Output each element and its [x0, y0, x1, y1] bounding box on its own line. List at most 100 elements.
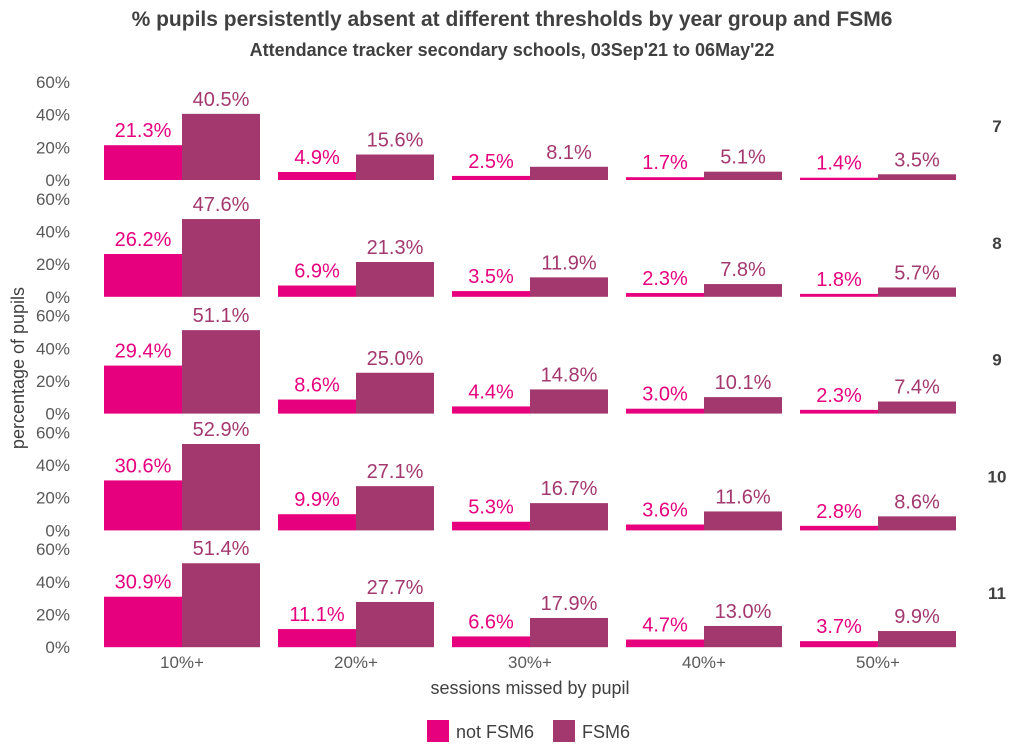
y-tick-label: 0%	[45, 405, 70, 424]
data-label: 14.8%	[541, 364, 598, 386]
data-label: 11.6%	[715, 486, 770, 508]
x-axis-title: sessions missed by pupil	[430, 678, 629, 698]
data-label: 2.3%	[642, 268, 688, 290]
bar	[278, 514, 356, 531]
bar	[452, 406, 530, 414]
data-label: 4.9%	[294, 147, 340, 169]
y-tick-label: 60%	[36, 423, 70, 442]
facet-label: 9	[992, 351, 1001, 370]
bar	[704, 284, 782, 297]
bar	[878, 401, 956, 414]
data-label: 11.9%	[541, 252, 596, 274]
bar	[452, 521, 530, 531]
data-label: 13.0%	[715, 601, 772, 623]
y-tick-label: 60%	[36, 307, 70, 326]
bar	[104, 596, 182, 648]
bar	[878, 287, 956, 297]
y-tick-label: 60%	[36, 540, 70, 559]
bar	[182, 330, 260, 414]
bar	[104, 480, 182, 531]
data-label: 52.9%	[193, 419, 250, 441]
data-label: 2.5%	[468, 151, 514, 173]
bar	[530, 503, 608, 531]
bar	[704, 625, 782, 648]
bar	[626, 177, 704, 180]
legend: not FSM6 FSM6	[427, 720, 630, 742]
data-label: 30.6%	[115, 455, 172, 477]
bar	[356, 262, 434, 297]
x-tick-label: 50%+	[856, 653, 900, 672]
data-label: 8.6%	[294, 375, 340, 397]
bar	[104, 254, 182, 297]
data-label: 1.4%	[816, 153, 862, 175]
bar	[278, 399, 356, 414]
y-tick-label: 40%	[36, 456, 70, 475]
bar	[800, 641, 878, 648]
y-tick-label: 0%	[45, 638, 70, 657]
data-label: 30.9%	[115, 572, 172, 594]
chart-subtitle: Attendance tracker secondary schools, 03…	[250, 40, 775, 60]
x-axis: 10%+ 20%+ 30%+ 40%+ 50%+	[160, 653, 900, 672]
facet-panel: 0% 20% 40% 60% 7 21.3% 40.5% 4.9% 15.6% 2.5% 8.1% 1…	[36, 73, 1002, 190]
y-tick-label: 20%	[36, 372, 70, 391]
y-tick-label: 60%	[36, 190, 70, 209]
data-label: 51.4%	[193, 538, 250, 560]
facet-panel: 0% 20% 40% 60% 10 30.6% 52.9% 9.9% 27.1% 5.3% 16.7…	[36, 419, 1006, 540]
facet-label: 7	[992, 117, 1001, 136]
data-label: 26.2%	[115, 229, 172, 251]
bar	[626, 639, 704, 648]
bar	[356, 154, 434, 180]
x-tick-label: 30%+	[508, 653, 552, 672]
data-label: 16.7%	[541, 478, 598, 500]
data-label: 17.9%	[541, 593, 598, 615]
legend-swatch	[427, 720, 449, 742]
bar	[452, 291, 530, 297]
bar	[182, 219, 260, 297]
data-label: 2.8%	[816, 501, 862, 523]
facets-layer: 0% 20% 40% 60% 7 21.3% 40.5% 4.9% 15.6% 2.5% 8.1% 1…	[36, 73, 1006, 657]
bar	[626, 408, 704, 414]
bar	[800, 177, 878, 180]
bar	[278, 629, 356, 648]
y-tick-label: 60%	[36, 73, 70, 92]
bar	[800, 525, 878, 531]
bar	[530, 166, 608, 180]
y-tick-label: 40%	[36, 573, 70, 592]
data-label: 6.9%	[294, 261, 340, 283]
y-tick-label: 20%	[36, 138, 70, 157]
facet-panel: 0% 20% 40% 60% 9 29.4% 51.1% 8.6% 25.0% 4.4% 14.8%…	[36, 305, 1002, 423]
data-label: 15.6%	[367, 130, 424, 152]
x-tick-label: 20%+	[334, 653, 378, 672]
data-label: 2.3%	[816, 385, 862, 407]
y-tick-label: 20%	[36, 489, 70, 508]
data-label: 8.6%	[894, 491, 940, 513]
data-label: 9.9%	[294, 489, 340, 511]
legend-swatch	[553, 720, 575, 742]
facet-label: 10	[988, 467, 1007, 486]
bar	[530, 617, 608, 648]
data-label: 5.3%	[468, 497, 514, 519]
data-label: 9.9%	[894, 606, 940, 628]
data-label: 21.3%	[115, 120, 172, 142]
data-label: 3.7%	[816, 616, 862, 638]
bar	[878, 516, 956, 531]
data-label: 51.1%	[193, 305, 250, 327]
data-label: 5.1%	[720, 147, 766, 169]
data-label: 21.3%	[367, 237, 424, 259]
data-label: 47.6%	[193, 194, 250, 216]
data-label: 5.7%	[894, 262, 940, 284]
facet-label: 8	[992, 234, 1001, 253]
bar	[182, 443, 260, 531]
y-axis-title: percentage of pupils	[8, 287, 28, 449]
bar	[626, 293, 704, 297]
data-label: 7.8%	[720, 259, 766, 281]
bar	[530, 277, 608, 297]
facet-label: 11	[988, 584, 1006, 603]
bar	[182, 113, 260, 180]
bar	[182, 563, 260, 648]
y-tick-label: 20%	[36, 606, 70, 625]
data-label: 3.5%	[894, 149, 940, 171]
bar	[356, 372, 434, 414]
data-label: 3.6%	[642, 500, 688, 522]
